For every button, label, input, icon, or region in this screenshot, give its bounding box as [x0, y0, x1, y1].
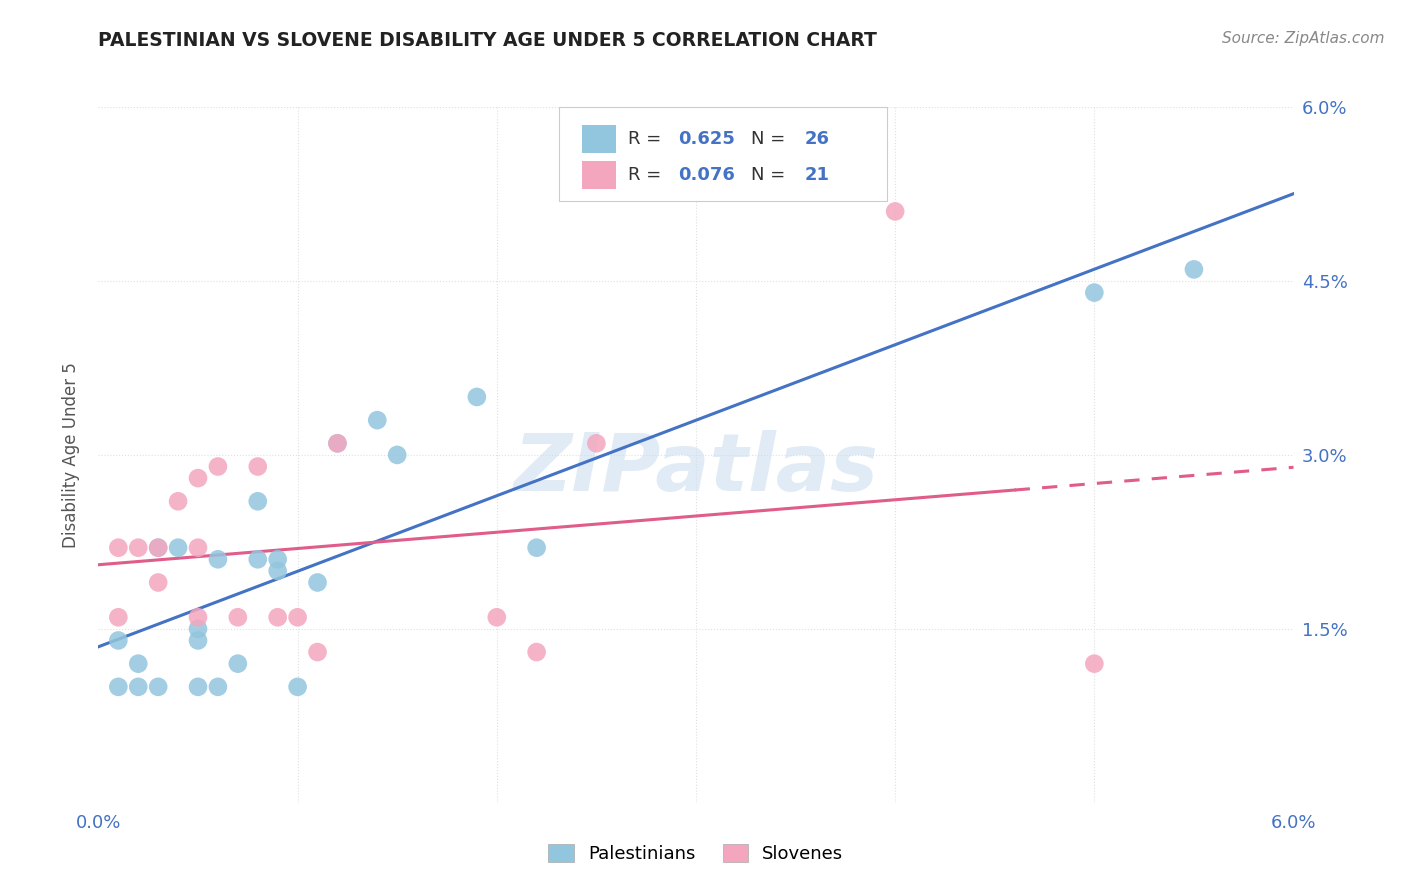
Point: [107, 541, 129, 555]
Point: [207, 459, 229, 474]
Point: [226, 657, 249, 671]
Point: [148, 680, 170, 694]
Point: [127, 541, 149, 555]
Point: [167, 541, 190, 555]
Text: 0.625: 0.625: [678, 130, 735, 148]
Text: N =: N =: [751, 130, 792, 148]
Point: [465, 390, 488, 404]
Text: 0.076: 0.076: [678, 166, 735, 184]
Point: [127, 680, 149, 694]
FancyBboxPatch shape: [582, 125, 616, 153]
Point: [385, 448, 409, 462]
Text: Source: ZipAtlas.com: Source: ZipAtlas.com: [1222, 31, 1385, 46]
Text: R =: R =: [628, 130, 666, 148]
Point: [187, 622, 209, 636]
Point: [526, 541, 548, 555]
Point: [246, 494, 269, 508]
Point: [127, 657, 149, 671]
Point: [366, 413, 388, 427]
Point: [1182, 262, 1205, 277]
Point: [148, 541, 170, 555]
Point: [267, 552, 290, 566]
Point: [107, 633, 129, 648]
Point: [326, 436, 349, 450]
Text: PALESTINIAN VS SLOVENE DISABILITY AGE UNDER 5 CORRELATION CHART: PALESTINIAN VS SLOVENE DISABILITY AGE UN…: [98, 31, 877, 50]
Text: N =: N =: [751, 166, 792, 184]
Point: [187, 541, 209, 555]
Point: [1083, 657, 1105, 671]
Point: [307, 645, 329, 659]
Point: [246, 459, 269, 474]
Point: [884, 204, 907, 219]
Point: [187, 471, 209, 485]
Point: [1083, 285, 1105, 300]
FancyBboxPatch shape: [582, 161, 616, 189]
Point: [287, 680, 309, 694]
Text: 21: 21: [804, 166, 830, 184]
Point: [307, 575, 329, 590]
Point: [267, 564, 290, 578]
Point: [167, 494, 190, 508]
Text: ZIPatlas: ZIPatlas: [513, 430, 879, 508]
Point: [207, 680, 229, 694]
Point: [267, 610, 290, 624]
Point: [107, 610, 129, 624]
Point: [287, 610, 309, 624]
Point: [485, 610, 508, 624]
Text: 26: 26: [804, 130, 830, 148]
Y-axis label: Disability Age Under 5: Disability Age Under 5: [62, 362, 80, 548]
Point: [226, 610, 249, 624]
Point: [107, 680, 129, 694]
Text: R =: R =: [628, 166, 666, 184]
Point: [148, 575, 170, 590]
Point: [148, 541, 170, 555]
FancyBboxPatch shape: [558, 107, 887, 201]
Point: [187, 633, 209, 648]
Point: [207, 552, 229, 566]
Point: [187, 680, 209, 694]
Point: [526, 645, 548, 659]
Point: [326, 436, 349, 450]
Legend: Palestinians, Slovenes: Palestinians, Slovenes: [537, 833, 855, 874]
Point: [187, 610, 209, 624]
Point: [246, 552, 269, 566]
Point: [585, 436, 607, 450]
